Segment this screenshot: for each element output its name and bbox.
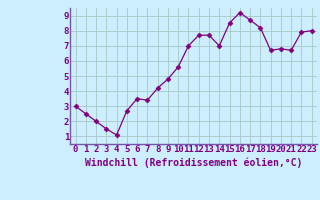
X-axis label: Windchill (Refroidissement éolien,°C): Windchill (Refroidissement éolien,°C)	[85, 157, 302, 168]
